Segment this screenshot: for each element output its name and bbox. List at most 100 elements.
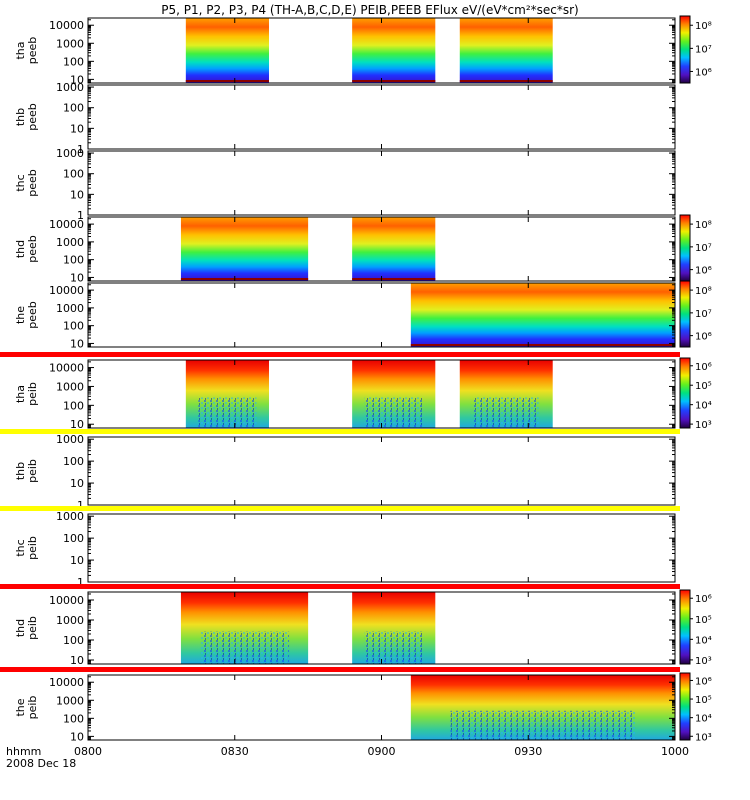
ion-low-energy-texture-tha_peib-2 [473, 397, 539, 428]
y-tick-label-thd_peib-2: 1000 [56, 614, 84, 627]
y-tick-label-the_peib-3: 10000 [49, 676, 84, 689]
panel-thb_peib: 1 10 100 1000 thb peib [0, 429, 680, 512]
y-tick-label-thd_peib-0: 10 [70, 654, 84, 667]
colorbar-label-thd_peib-1: 10⁵ [695, 615, 712, 626]
y-tick-label-thb_peib-1: 10 [70, 477, 84, 490]
colorbar-tha_peeb [679, 15, 691, 84]
y-tick-label-thb_peeb-2: 100 [63, 102, 84, 115]
y-axis-label-thd_peib-1: peib [26, 616, 39, 640]
status-bar-thc_peib [0, 506, 680, 511]
status-bar-thb_peib [0, 429, 680, 434]
colorbar-label-the_peeb-2: 10⁶ [695, 332, 712, 343]
y-tick-label-tha_peeb-0: 10 [70, 73, 84, 86]
y-tick-label-thc_peeb-3: 1000 [56, 147, 84, 160]
y-tick-label-thd_peeb-3: 10000 [49, 218, 84, 231]
spectrogram-block-thd_peeb-1 [352, 217, 436, 281]
y-axis-label-tha_peib-0: tha [14, 385, 27, 403]
y-tick-label-thc_peeb-0: 1 [77, 209, 84, 222]
colorbar-label-tha_peeb-1: 10⁷ [695, 44, 712, 55]
colorbar-label-tha_peeb-0: 10⁸ [695, 21, 712, 32]
panel-thd_peeb: 10 100 1000 10000 thd peeb 10⁸ 10⁷ 10⁶ [14, 214, 712, 284]
colorbar-tha_peib [679, 357, 691, 429]
ion-low-energy-texture-tha_peib-1 [364, 397, 423, 428]
y-axis-label-the_peib-0: the [14, 698, 27, 716]
colorbar-thd_peeb [679, 214, 691, 282]
spectrogram-floor-tha_peeb-2 [459, 80, 553, 82]
colorbar-label-thd_peib-0: 10⁶ [695, 594, 712, 605]
y-tick-label-tha_peeb-3: 10000 [49, 19, 84, 32]
colorbar-thd_peib [679, 589, 691, 665]
y-axis-label-thc_peib-0: thc [14, 539, 27, 556]
ion-low-energy-texture-thd_peib-1 [364, 631, 423, 664]
colorbar-label-the_peib-1: 10⁵ [695, 695, 712, 706]
y-axis-label-thd_peeb-0: thd [14, 240, 27, 258]
y-tick-label-thc_peib-0: 1 [77, 576, 84, 589]
y-tick-label-thb_peeb-0: 1 [77, 143, 84, 156]
y-tick-label-thc_peib-2: 100 [63, 532, 84, 545]
y-axis-label-thc_peeb-1: peeb [26, 169, 39, 197]
colorbar-label-thd_peib-3: 10³ [695, 656, 712, 667]
y-tick-label-thd_peeb-1: 100 [63, 254, 84, 267]
y-tick-label-tha_peeb-2: 1000 [56, 37, 84, 50]
y-tick-label-the_peib-2: 1000 [56, 694, 84, 707]
figure-title: P5, P1, P2, P3, P4 (TH-A,B,C,D,E) PEIB,P… [161, 3, 578, 17]
x-tick-label-1: 0830 [221, 745, 249, 758]
colorbar-label-tha_peeb-2: 10⁶ [695, 67, 712, 78]
spectrogram-floor-tha_peeb-1 [352, 80, 436, 82]
colorbar-label-thd_peeb-0: 10⁸ [695, 220, 712, 231]
y-tick-label-tha_peeb-1: 100 [63, 55, 84, 68]
y-tick-label-thd_peib-3: 10000 [49, 594, 84, 607]
x-tick-label-2: 0900 [368, 745, 396, 758]
axes-box-thb_peib [87, 436, 676, 506]
status-bar-tha_peib [0, 352, 680, 357]
y-tick-label-thb_peib-0: 1 [77, 499, 84, 512]
colorbar-label-tha_peib-1: 10⁵ [695, 381, 712, 392]
panel-the_peib: 10 100 1000 10000 the peib 10⁶ 10⁵ 10⁴ 10³ [0, 667, 712, 743]
date-label: 2008 Dec 18 [6, 757, 76, 770]
colorbar-label-thd_peib-2: 10⁴ [695, 635, 712, 646]
colorbar-label-the_peeb-0: 10⁸ [695, 286, 712, 297]
axes-box-thb_peeb [87, 84, 676, 150]
y-axis-label-the_peib-1: peib [26, 696, 39, 720]
y-tick-label-tha_peib-1: 100 [63, 399, 84, 412]
panel-tha_peeb: 10 100 1000 10000 tha peeb 10⁸ 10⁷ 10⁶ [14, 15, 712, 86]
ion-low-energy-texture-tha_peib-0 [198, 397, 257, 428]
panel-thc_peib: 1 10 100 1000 thc peib [0, 506, 680, 589]
spectrogram-block-thd_peeb-0 [180, 217, 309, 281]
y-axis-label-thb_peib-0: thb [14, 462, 27, 480]
panel-tha_peib: 10 100 1000 10000 tha peib 10⁶ 10⁵ 10⁴ 10³ [0, 352, 712, 431]
colorbar-label-thd_peeb-1: 10⁷ [695, 243, 712, 254]
y-tick-label-thb_peib-3: 1000 [56, 433, 84, 446]
y-axis-label-tha_peeb-1: peeb [26, 37, 39, 65]
axes-box-thc_peib [87, 513, 676, 583]
y-tick-label-the_peeb-0: 10 [70, 337, 84, 350]
spectrogram-floor-thd_peeb-0 [180, 278, 309, 280]
x-tick-label-4: 1000 [661, 745, 689, 758]
y-tick-label-thd_peib-1: 100 [63, 634, 84, 647]
colorbar-label-the_peib-3: 10³ [695, 732, 712, 743]
y-tick-label-thb_peib-2: 100 [63, 455, 84, 468]
colorbar-label-tha_peib-3: 10³ [695, 420, 712, 431]
y-tick-label-the_peeb-1: 100 [63, 320, 84, 333]
spectrogram-block-tha_peeb-2 [459, 18, 553, 83]
y-tick-label-the_peib-0: 10 [70, 730, 84, 743]
panel-thd_peib: 10 100 1000 10000 thd peib 10⁶ 10⁵ 10⁴ 10³ [0, 584, 712, 667]
spectrogram-floor-the_peeb-0 [410, 344, 675, 346]
spectrogram-floor-thd_peeb-1 [352, 278, 436, 280]
colorbar-label-the_peeb-1: 10⁷ [695, 309, 712, 320]
x-axis: 0800 0830 0900 0930 1000 [74, 745, 689, 758]
y-axis-label-thd_peeb-1: peeb [26, 235, 39, 263]
axes-box-thc_peeb [87, 150, 676, 216]
panel-the_peeb: 10 100 1000 10000 the peeb 10⁸ 10⁷ 10⁶ [14, 280, 712, 350]
y-tick-label-thd_peeb-0: 10 [70, 271, 84, 284]
y-tick-label-thc_peeb-1: 10 [70, 188, 84, 201]
y-axis-label-thb_peib-1: peib [26, 459, 39, 483]
y-tick-label-thb_peeb-1: 10 [70, 122, 84, 135]
y-tick-label-the_peeb-2: 1000 [56, 302, 84, 315]
colorbar-label-tha_peib-0: 10⁶ [695, 362, 712, 373]
y-axis-label-thc_peeb-0: thc [14, 174, 27, 191]
y-tick-label-the_peeb-3: 10000 [49, 284, 84, 297]
panels: 10 100 1000 10000 tha peeb 10⁸ 10⁷ 10⁶ 1 10 100 1000… [0, 15, 712, 743]
spectrogram-block-the_peeb-0 [410, 283, 675, 347]
